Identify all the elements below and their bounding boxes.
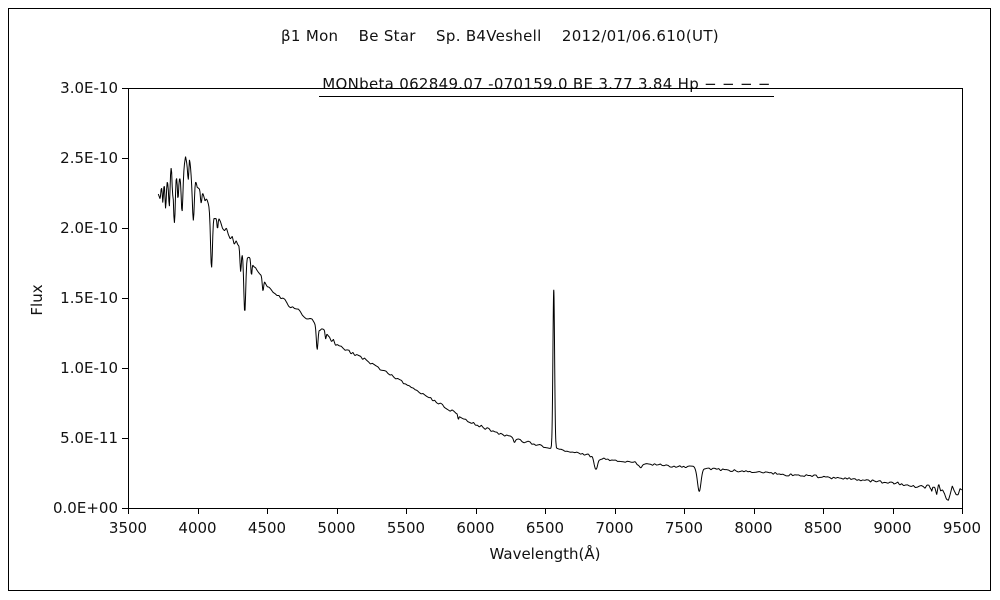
y-tick-label: 5.0E-11 xyxy=(60,429,118,447)
x-tick-label: 6000 xyxy=(456,519,494,537)
x-tick-label: 9500 xyxy=(943,519,981,537)
y-tick-label: 1.5E-10 xyxy=(60,289,118,307)
y-tick-label: 3.0E-10 xyxy=(60,79,118,97)
x-tick-label: 4500 xyxy=(248,519,286,537)
spectrum-line xyxy=(157,156,963,501)
x-tick-label: 7500 xyxy=(665,519,703,537)
x-tick-label: 3500 xyxy=(109,519,147,537)
x-tick-label: 8000 xyxy=(734,519,772,537)
y-tick-label: 2.0E-10 xyxy=(60,219,118,237)
x-tick-label: 5000 xyxy=(317,519,355,537)
x-tick-label: 7000 xyxy=(595,519,633,537)
x-tick-label: 8500 xyxy=(804,519,842,537)
chart-border xyxy=(8,8,991,591)
x-tick-label: 4000 xyxy=(178,519,216,537)
plot-frame xyxy=(128,88,963,509)
x-tick-label: 6500 xyxy=(526,519,564,537)
y-tick-label: 2.5E-10 xyxy=(60,149,118,167)
x-tick-label: 5500 xyxy=(387,519,425,537)
x-axis-label: Wavelength(Å) xyxy=(489,545,601,563)
chart-title: β1 Mon Be Star Sp. B4Veshell 2012/01/06.… xyxy=(281,27,719,45)
y-tick-label: 1.0E-10 xyxy=(60,359,118,377)
x-tick-label: 9000 xyxy=(873,519,911,537)
y-tick-label: 0.0E+00 xyxy=(53,499,118,517)
